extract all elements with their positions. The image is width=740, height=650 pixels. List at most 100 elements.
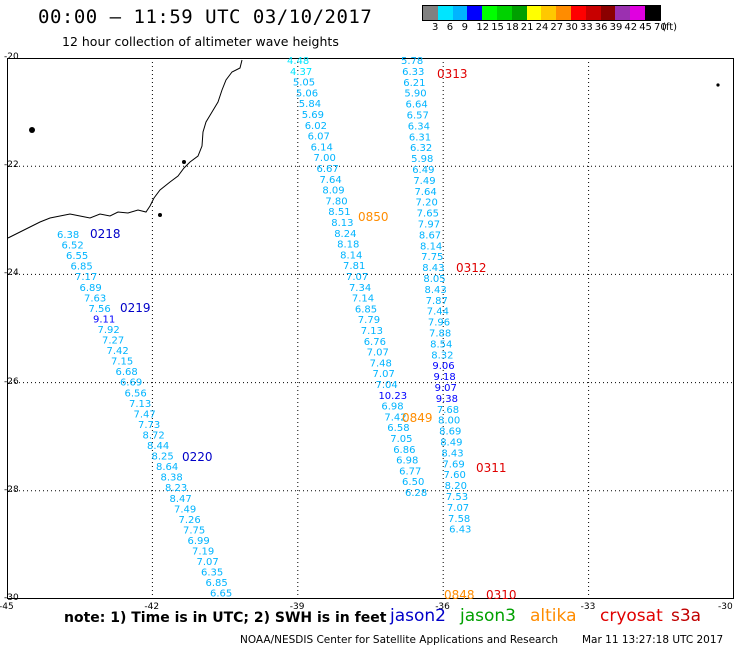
wave-height-value: 6.50 [402, 477, 424, 488]
wave-height-value: 6.21 [403, 78, 425, 89]
wave-height-value: 7.81 [343, 261, 365, 272]
pass-time-label: 0849 [402, 411, 433, 425]
y-axis-tick-label: -30 [4, 593, 19, 603]
wave-height-value: 5.84 [299, 99, 321, 110]
wave-height-value: 7.26 [179, 515, 201, 526]
color-scale-label: 15 [491, 22, 504, 33]
wave-height-value: 8.49 [440, 438, 462, 449]
wave-height-value: 6.14 [311, 142, 333, 153]
wave-height-value: 8.54 [430, 339, 452, 350]
color-scale-label: 39 [609, 22, 623, 33]
island [716, 83, 720, 87]
wave-height-value: 4.48 [287, 56, 309, 67]
wave-height-value: 7.49 [413, 176, 435, 187]
island [29, 127, 35, 133]
wave-height-value: 7.42 [384, 412, 406, 423]
color-swatch [452, 6, 468, 20]
color-scale-label: 30 [565, 22, 578, 33]
wave-height-value: 6.31 [409, 132, 431, 143]
wave-height-value: 8.14 [420, 241, 442, 252]
wave-height-value: 8.24 [334, 229, 356, 240]
satellite-legend-altika: altika [530, 606, 577, 626]
wave-height-value: 8.25 [152, 452, 174, 463]
wave-height-value: 7.87 [426, 296, 448, 307]
satellite-legend-jason2: jason2 [390, 606, 446, 626]
wave-height-value: 7.97 [418, 220, 440, 231]
wave-height-value: 6.58 [387, 423, 409, 434]
wave-height-value: 7.64 [414, 187, 436, 198]
color-scale-label: 3 [432, 22, 439, 33]
wave-height-value: 7.69 [442, 459, 464, 470]
wave-height-value: 6.38 [57, 230, 79, 241]
credit-line: NOAA/NESDIS Center for Satellite Applica… [240, 634, 558, 646]
wave-height-value: 7.27 [102, 336, 124, 347]
wave-height-value: 8.18 [337, 240, 359, 251]
color-scale-label: 36 [594, 22, 608, 33]
wave-height-value: 10.23 [378, 391, 407, 402]
wave-height-value: 8.05 [423, 274, 445, 285]
wave-height-value: 6.69 [120, 378, 142, 389]
wave-height-value: 7.34 [349, 283, 371, 294]
page-subtitle: 12 hour collection of altimeter wave hei… [62, 34, 339, 49]
wave-height-value: 6.07 [308, 132, 330, 143]
x-axis-tick-label: -45 [0, 602, 14, 612]
color-scale-label: 21 [520, 22, 534, 33]
wave-height-value: 7.07 [447, 503, 469, 514]
wave-height-value: 7.17 [75, 272, 97, 283]
wave-height-value: 7.20 [416, 198, 438, 209]
color-swatch [511, 6, 527, 20]
wave-height-value: 6.99 [188, 536, 210, 547]
wave-height-value: 6.28 [405, 488, 427, 499]
wave-height-value: 6.85 [355, 304, 377, 315]
pass-time-label: 0313 [437, 67, 468, 81]
wave-height-value: 7.07 [373, 369, 395, 380]
wave-height-value: 7.63 [84, 293, 106, 304]
wave-height-value: 6.35 [201, 568, 223, 579]
wave-height-value: 7.00 [314, 153, 336, 164]
wave-height-value: 7.13 [361, 326, 383, 337]
wave-height-value: 7.96 [428, 318, 450, 329]
wave-height-value: 7.07 [346, 272, 368, 283]
wave-height-value: 8.44 [147, 441, 169, 452]
pass-time-label: 0311 [476, 461, 507, 475]
generated-timestamp: Mar 11 13:27:18 UTC 2017 [582, 634, 724, 646]
color-swatch [541, 6, 557, 20]
color-scale-label: (ft) [662, 22, 678, 33]
color-scale-label: 18 [506, 22, 519, 33]
pass-time-label: 0219 [120, 301, 151, 315]
wave-height-value: 7.58 [448, 514, 470, 525]
wave-height-value: 6.49 [412, 165, 434, 176]
wave-height-value: 8.00 [438, 416, 460, 427]
wave-height-value: 8.09 [322, 186, 344, 197]
wave-height-value: 6.98 [396, 456, 418, 467]
y-axis-tick-label: -22 [4, 160, 19, 171]
island [182, 160, 186, 164]
wave-height-value: 7.07 [367, 348, 389, 359]
color-scale-label: 70 [654, 22, 667, 33]
wave-height-value: 6.02 [305, 121, 327, 132]
wave-height-value: 6.33 [402, 67, 424, 78]
wave-height-value: 7.75 [183, 525, 205, 536]
wave-height-value: 8.32 [431, 350, 453, 361]
wave-height-value: 9.38 [436, 394, 458, 405]
color-swatch [423, 6, 438, 20]
wave-height-value: 6.85 [71, 262, 93, 273]
x-axis-tick-label: -33 [580, 602, 596, 612]
color-swatch [615, 6, 631, 20]
wave-height-value: 7.73 [138, 420, 160, 431]
color-swatch [526, 6, 542, 20]
pass-time-label: 0312 [456, 261, 487, 275]
color-swatch [630, 6, 645, 20]
wave-height-value: 7.48 [370, 358, 392, 369]
satellite-legend-jason3: jason3 [460, 606, 516, 626]
wave-height-value: 6.43 [449, 525, 471, 536]
wave-height-value: 7.04 [376, 380, 398, 391]
wave-height-value: 5.06 [296, 88, 318, 99]
pass-time-label: 0310 [486, 588, 517, 602]
wave-height-value: 4.37 [290, 67, 312, 78]
wave-height-value: 7.15 [111, 357, 133, 368]
wave-height-value: 8.69 [439, 427, 461, 438]
wave-height-value: 7.19 [192, 547, 214, 558]
footer-note: note: 1) Time is in UTC; 2) SWH is in fe… [64, 610, 387, 626]
